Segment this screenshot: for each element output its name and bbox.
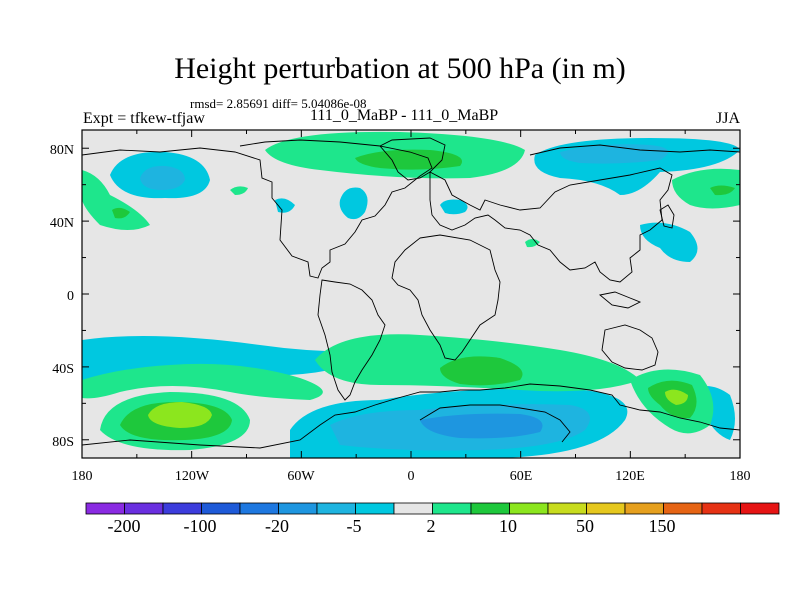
lat-tick-label: 40S bbox=[52, 362, 74, 377]
longitude-labels: 180 120W 60W 0 60E 120E 180 bbox=[72, 469, 751, 484]
lon-tick-label: 180 bbox=[72, 469, 93, 484]
lon-tick-label: 120E bbox=[615, 469, 645, 484]
coastline-siberia-north bbox=[529, 144, 740, 156]
chart-title: Height perturbation at 500 hPa (in m) bbox=[174, 52, 626, 85]
colorbar-box bbox=[432, 502, 472, 515]
coastline-africa bbox=[391, 234, 501, 361]
tick-marks bbox=[81, 130, 741, 458]
colorbar-label: -100 bbox=[184, 516, 217, 536]
lon-tick-label: 60E bbox=[510, 469, 533, 484]
season-label: JJA bbox=[716, 110, 741, 127]
coastline-eurasia bbox=[429, 167, 673, 283]
negative-region-north-canada bbox=[275, 198, 295, 213]
coastline-indonesia bbox=[598, 291, 642, 309]
colorbar-box bbox=[162, 502, 202, 515]
colorbar-box bbox=[393, 502, 433, 515]
colorbar-box bbox=[701, 502, 741, 515]
colorbar-box bbox=[85, 502, 125, 515]
colorbar-label: 150 bbox=[649, 516, 676, 536]
colorbar bbox=[85, 502, 780, 515]
colorbar-box bbox=[509, 502, 549, 515]
coastline-north-america bbox=[82, 139, 433, 279]
negative-region-southern-ocean bbox=[82, 336, 400, 382]
positive-region-bering bbox=[672, 168, 740, 209]
negative-region-arctic-siberia-core bbox=[560, 144, 668, 164]
colorbar-box bbox=[239, 502, 279, 515]
positive-region-arctic-core bbox=[355, 149, 462, 170]
negative-region-north-pacific-core bbox=[140, 165, 185, 190]
coastline-south-america bbox=[317, 279, 386, 401]
colorbar-labels: -200 -100 -20 -5 2 10 50 150 bbox=[108, 516, 676, 536]
lon-tick-label: 180 bbox=[730, 469, 751, 484]
map-plot-area bbox=[82, 130, 740, 458]
coastline-japan bbox=[659, 204, 675, 229]
positive-region-tiny-1 bbox=[230, 186, 248, 195]
experiment-label: Expt = tfkew-tfjaw bbox=[83, 110, 205, 127]
colorbar-label: 50 bbox=[576, 516, 594, 536]
positive-region-north-pacific-core bbox=[112, 207, 130, 219]
colorbar-box bbox=[624, 502, 664, 515]
positive-region-bering-core bbox=[710, 185, 735, 196]
colorbar-box bbox=[470, 502, 510, 515]
colorbar-box bbox=[586, 502, 626, 515]
colorbar-label: -20 bbox=[265, 516, 289, 536]
positive-region-south-pacific-core bbox=[148, 402, 212, 428]
colorbar-label: 2 bbox=[427, 516, 436, 536]
negative-region-europe-small bbox=[440, 199, 468, 215]
negative-region-antarctic-inner bbox=[420, 413, 543, 439]
coastline-antarctica-inner bbox=[419, 404, 571, 443]
positive-anomaly-regions bbox=[82, 131, 740, 451]
colorbar-box bbox=[663, 502, 703, 515]
negative-region-north-atlantic bbox=[339, 187, 368, 220]
lat-tick-label: 80S bbox=[52, 435, 74, 450]
case-label: 111_0_MaBP - 111_0_MaBP bbox=[310, 107, 499, 124]
coastline-outlines bbox=[82, 137, 740, 449]
lat-tick-label: 0 bbox=[67, 289, 74, 304]
colorbar-label: 10 bbox=[499, 516, 517, 536]
lon-tick-label: 120W bbox=[175, 469, 210, 484]
lat-tick-label: 80N bbox=[50, 143, 74, 158]
positive-region-south-pacific-mid bbox=[82, 363, 323, 400]
negative-region-west-pacific bbox=[640, 222, 698, 262]
positive-region-north-pacific-east bbox=[82, 170, 150, 230]
positive-region-south-west-pacific-core bbox=[665, 389, 688, 405]
positive-region-south-indian bbox=[440, 356, 523, 386]
colorbar-box bbox=[547, 502, 587, 515]
colorbar-box bbox=[355, 502, 395, 515]
lat-tick-label: 40N bbox=[50, 216, 74, 231]
colorbar-box bbox=[316, 502, 356, 515]
colorbar-label: -5 bbox=[347, 516, 362, 536]
lon-tick-label: 60W bbox=[287, 469, 315, 484]
coastline-australia bbox=[601, 324, 659, 371]
lon-tick-label: 0 bbox=[408, 469, 415, 484]
latitude-labels: 80N 40N 0 40S 80S bbox=[50, 143, 74, 450]
coastline-antarctica bbox=[82, 383, 740, 449]
stats-label: rmsd= 2.85691 diff= 5.04086e-08 bbox=[190, 96, 367, 111]
colorbar-box bbox=[124, 502, 164, 515]
colorbar-label: -200 bbox=[108, 516, 141, 536]
colorbar-box bbox=[278, 502, 318, 515]
colorbar-box bbox=[740, 502, 780, 515]
colorbar-box bbox=[201, 502, 241, 515]
positive-region-tiny-2 bbox=[525, 239, 540, 248]
